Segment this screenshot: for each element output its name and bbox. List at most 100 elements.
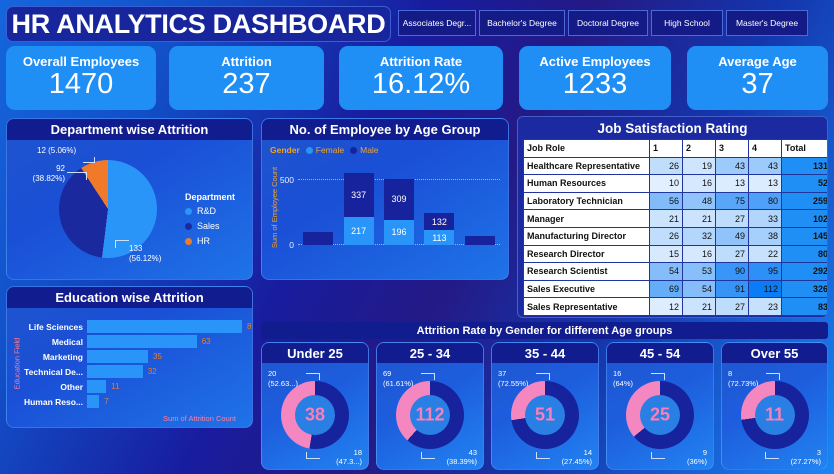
bar-group-1[interactable]: 217 337: [343, 173, 374, 245]
education-filter-group[interactable]: Associates Degr... Bachelor's Degree Docto…: [398, 10, 808, 36]
donut-label-male: 20 (52.63...): [268, 369, 298, 389]
education-bar-row-3[interactable]: Technical De... 32: [24, 365, 157, 378]
kpi-label: Attrition Rate: [379, 54, 463, 70]
education-bar-row-4[interactable]: Other 11: [60, 380, 120, 393]
donut-female-value: 18: [353, 447, 362, 457]
education-bar-row-0[interactable]: Life Sciences 89: [29, 320, 252, 333]
education-bar-row-1[interactable]: Medical 63: [52, 335, 211, 348]
cell-rating-1: 10: [649, 174, 683, 193]
page-title: HR ANALYTICS DASHBOARD: [11, 8, 386, 39]
donut-card-title: Under 25: [262, 343, 368, 363]
cell-rating-3: 27: [715, 297, 749, 316]
job-satisfaction-table[interactable]: Job Role 1 2 3 4 Total Healthcare Representat…: [523, 139, 827, 316]
table-row[interactable]: Research Director 15 16 27 22 80: [523, 244, 827, 264]
donut-label-female: 18 (47.3...): [336, 448, 362, 468]
education-bar: [87, 320, 242, 333]
donut-card-3[interactable]: 45 - 54 16 (64%) 25 9 (36%): [606, 342, 714, 470]
filter-button-3[interactable]: High School: [651, 10, 723, 36]
table-row[interactable]: Sales Executive 69 54 91 112 326: [523, 279, 827, 299]
department-pie-chart[interactable]: [59, 160, 157, 258]
bar-group-2[interactable]: 196 309: [384, 179, 414, 245]
legend-item-r-d[interactable]: R&D: [185, 206, 235, 216]
bar-group-3[interactable]: 113 132: [424, 213, 455, 245]
cell-rating-1: 69: [649, 279, 683, 299]
table-row[interactable]: Healthcare Representative 26 19 43 43 131: [523, 156, 827, 176]
donut-chart[interactable]: [740, 381, 809, 449]
education-bar-row-2[interactable]: Marketing 35: [43, 350, 162, 363]
donut-chart[interactable]: [281, 381, 349, 449]
column-header-0[interactable]: Job Role: [523, 139, 650, 158]
age-legend-male-label: Male: [360, 145, 379, 155]
column-header-4[interactable]: 4: [748, 139, 782, 158]
cell-rating-2: 53: [682, 262, 716, 281]
education-bar-value: 7: [104, 397, 109, 406]
filter-button-1[interactable]: Bachelor's Degree: [479, 10, 565, 36]
kpi-card-1[interactable]: Attrition 237: [169, 46, 324, 110]
education-category-label: Human Reso...: [23, 396, 83, 407]
cell-total: 102: [781, 209, 827, 228]
donut-card-1[interactable]: 25 - 34 69 (61.61%) 112 43 (38.39%): [376, 342, 484, 470]
column-header-5[interactable]: Total: [781, 139, 827, 158]
cell-job-role: Manufacturing Director: [523, 226, 650, 246]
cell-rating-3: 13: [715, 174, 749, 193]
education-bar-row-5[interactable]: Human Reso... 7: [24, 395, 109, 408]
donut-chart[interactable]: [626, 381, 694, 449]
legend-item-hr[interactable]: HR: [185, 236, 235, 246]
donut-female-pct: (38.39%): [446, 457, 477, 467]
kpi-card-2[interactable]: Attrition Rate 16.12%: [339, 46, 503, 110]
age-bar-plot[interactable]: 0500Under 2521733725 - 3419630935 - 4411…: [280, 167, 500, 250]
filter-button-2[interactable]: Doctoral Degree: [568, 10, 648, 36]
cell-rating-1: 21: [649, 209, 683, 228]
department-legend-title: Department: [185, 192, 236, 202]
cell-job-role: Sales Representative: [523, 297, 650, 316]
donut-chart[interactable]: [511, 381, 579, 449]
cell-rating-4: 22: [748, 244, 782, 264]
cell-rating-2: 16: [682, 244, 716, 264]
donut-card-title: Over 55: [722, 343, 827, 363]
kpi-card-0[interactable]: Overall Employees 1470: [6, 46, 156, 110]
age-legend-male[interactable]: Male: [350, 145, 379, 155]
table-row[interactable]: Manufacturing Director 26 32 49 38 145: [523, 226, 827, 246]
legend-item-sales[interactable]: Sales: [185, 221, 235, 231]
donut-label-male: 8 (72.73%): [728, 369, 758, 389]
kpi-card-3[interactable]: Active Employees 1233: [519, 46, 671, 110]
donut-total-value: 112: [415, 404, 445, 425]
column-header-1[interactable]: 1: [649, 139, 683, 158]
education-panel-title: Education wise Attrition: [7, 287, 252, 308]
bar-segment-male: [303, 232, 334, 245]
donut-chart[interactable]: [396, 381, 464, 449]
education-x-axis-title: Sum of Attrition Count: [163, 414, 236, 423]
age-gender-legend[interactable]: Gender Female Male: [270, 145, 379, 155]
cell-rating-3: 75: [715, 191, 749, 211]
cell-rating-1: 26: [649, 156, 683, 176]
donut-label-female: 43 (38.39%): [447, 448, 477, 468]
table-row[interactable]: Human Resources 10 16 13 13 52: [523, 174, 827, 193]
age-legend-female[interactable]: Female: [305, 145, 344, 155]
filter-button-0[interactable]: Associates Degr...: [398, 10, 476, 36]
table-row[interactable]: Manager 21 21 27 33 102: [523, 209, 827, 228]
donut-leader-top: [306, 373, 320, 380]
bar-group-0[interactable]: [303, 232, 334, 245]
table-row[interactable]: Research Scientist 54 53 90 95 292: [523, 262, 827, 281]
donut-card-4[interactable]: Over 55 8 (72.73%) 11 3 (27.27%): [721, 342, 828, 470]
table-row[interactable]: Laboratory Technician 56 48 75 80 259: [523, 191, 827, 211]
table-row[interactable]: Sales Representative 12 21 27 23 83: [523, 297, 827, 316]
kpi-card-4[interactable]: Average Age 37: [687, 46, 828, 110]
education-bar-area[interactable]: Education Field Life Sciences 89 Medical 63…: [7, 308, 252, 427]
donut-male-value: 20: [268, 369, 277, 378]
donut-female-pct: (47.3...): [336, 457, 362, 467]
column-header-2[interactable]: 2: [682, 139, 716, 158]
donut-leader-bottom: [536, 452, 550, 459]
donut-label-female: 9 (36%): [687, 448, 707, 468]
donut-male-value: 69: [383, 369, 392, 378]
cell-rating-1: 15: [649, 244, 683, 264]
donut-card-2[interactable]: 35 - 44 37 (72.55%) 51 14 (27.45%): [491, 342, 599, 470]
column-header-3[interactable]: 3: [715, 139, 749, 158]
donut-leader-top: [766, 373, 780, 380]
bar-group-4[interactable]: [464, 236, 495, 245]
filter-button-4[interactable]: Master's Degree: [726, 10, 808, 36]
donut-card-title: 45 - 54: [607, 343, 713, 363]
education-bar-value: 11: [111, 382, 120, 391]
cell-total: 259: [781, 191, 827, 211]
donut-card-0[interactable]: Under 25 20 (52.63...) 38 18 (47.3...): [261, 342, 369, 470]
